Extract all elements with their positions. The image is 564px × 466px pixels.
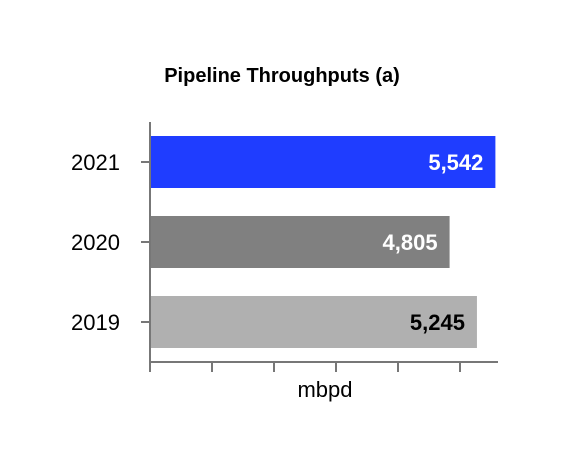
- bars-group: 5,542 2021 4,805 2020 5,245 2019: [71, 136, 496, 348]
- chart-title: Pipeline Throughputs (a): [164, 65, 400, 87]
- bar-2020: [151, 216, 450, 268]
- category-label-2019: 2019: [71, 310, 120, 335]
- category-label-2020: 2020: [71, 230, 120, 255]
- bar-2019: [151, 296, 477, 348]
- bar-2021: [151, 136, 496, 188]
- value-label-2021: 5,542: [428, 150, 483, 175]
- value-label-2019: 5,245: [410, 310, 465, 335]
- x-axis-label: mbpd: [297, 377, 352, 402]
- axes-group: [141, 122, 498, 372]
- value-label-2020: 4,805: [383, 230, 438, 255]
- category-label-2021: 2021: [71, 150, 120, 175]
